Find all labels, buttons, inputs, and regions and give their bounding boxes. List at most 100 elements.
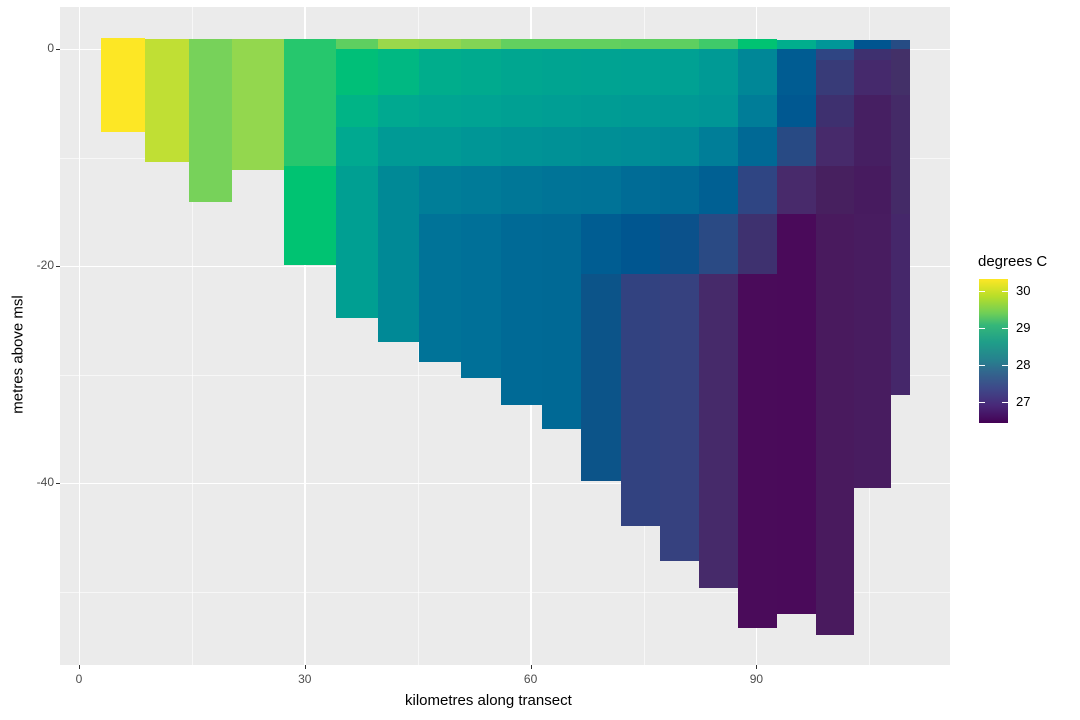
heatmap-cell — [891, 95, 910, 127]
heatmap-cell — [101, 60, 145, 95]
heatmap-cell — [419, 166, 461, 214]
heatmap-cell — [101, 95, 145, 127]
heatmap-cell — [232, 127, 284, 166]
x-tick-label: 90 — [749, 672, 764, 686]
heatmap-cell — [336, 127, 378, 166]
heatmap-cell — [581, 95, 621, 127]
y-axis-title: metres above msl — [9, 295, 27, 414]
heatmap-cell — [145, 95, 189, 127]
heatmap-cell — [621, 214, 660, 274]
minor-gridline-x — [191, 7, 193, 665]
legend-tick-mark — [979, 402, 985, 403]
heatmap-cell — [542, 214, 581, 274]
heatmap-cell — [660, 49, 699, 60]
x-tick-label: 30 — [298, 672, 312, 686]
heatmap-cell — [854, 49, 891, 60]
heatmap-cell — [284, 214, 336, 265]
heatmap-cell — [101, 49, 145, 60]
heatmap-cell — [542, 49, 581, 60]
heatmap-cell — [501, 95, 542, 127]
heatmap-cell — [419, 274, 461, 346]
heatmap-cell — [891, 60, 910, 95]
heatmap-cell — [336, 95, 378, 127]
heatmap-cell — [816, 60, 854, 95]
heatmap-cell — [854, 166, 891, 214]
heatmap-cell — [542, 60, 581, 95]
heatmap-cell — [891, 214, 910, 274]
heatmap-cell — [699, 39, 738, 49]
legend-title: degrees C — [978, 253, 1048, 270]
heatmap-cell — [816, 166, 854, 214]
heatmap-cell — [501, 214, 542, 274]
heatmap-cell — [699, 166, 738, 214]
heatmap-cell — [660, 39, 699, 49]
heatmap-cell — [461, 49, 501, 60]
heatmap-cell — [777, 40, 816, 49]
heatmap-cell — [699, 274, 738, 346]
heatmap-cell — [891, 166, 910, 214]
x-axis-title: kilometres along transect — [405, 692, 572, 709]
heatmap-cell — [738, 39, 777, 49]
heatmap-cell — [284, 60, 336, 95]
plot-panel — [60, 7, 950, 665]
legend-tick-label: 28 — [1016, 357, 1031, 372]
y-tick-mark — [56, 266, 60, 267]
heatmap-cell — [621, 127, 660, 166]
heatmap-cell — [542, 95, 581, 127]
heatmap-cell — [501, 274, 542, 346]
heatmap-cell — [621, 346, 660, 526]
heatmap-cell — [232, 39, 284, 49]
legend-tick-label: 27 — [1016, 394, 1031, 409]
heatmap-cell — [378, 274, 419, 342]
heatmap-cell — [378, 39, 419, 49]
heatmap-cell — [854, 274, 891, 346]
heatmap-cell — [336, 274, 378, 318]
heatmap-cell — [189, 39, 232, 49]
heatmap-cell — [189, 49, 232, 60]
heatmap-cell — [461, 214, 501, 274]
heatmap-cell — [419, 214, 461, 274]
heatmap-cell — [699, 127, 738, 166]
heatmap-cell — [145, 39, 189, 49]
heatmap-cell — [461, 166, 501, 214]
heatmap-cell — [621, 95, 660, 127]
heatmap-cell — [101, 38, 145, 49]
legend-tick-mark — [979, 291, 985, 292]
heatmap-cell — [660, 346, 699, 561]
major-gridline-x — [304, 7, 306, 665]
heatmap-cell — [854, 95, 891, 127]
legend-tick-mark — [1002, 291, 1008, 292]
x-tick-mark — [304, 665, 306, 669]
heatmap-cell — [232, 49, 284, 60]
heatmap-cell — [738, 60, 777, 95]
heatmap-cell — [777, 166, 816, 214]
heatmap-cell — [777, 49, 816, 60]
heatmap-cell — [419, 60, 461, 95]
heatmap-cell — [581, 127, 621, 166]
heatmap-cell — [101, 127, 145, 132]
heatmap-cell — [501, 39, 542, 49]
heatmap-cell — [145, 127, 189, 162]
heatmap-cell — [621, 39, 660, 49]
heatmap-cell — [581, 60, 621, 95]
heatmap-cell — [816, 127, 854, 166]
legend-colorbar — [979, 279, 1008, 423]
heatmap-cell — [501, 60, 542, 95]
heatmap-cell — [419, 49, 461, 60]
heatmap-cell — [660, 60, 699, 95]
heatmap-cell — [699, 95, 738, 127]
heatmap-cell — [189, 60, 232, 95]
heatmap-cell — [378, 214, 419, 274]
heatmap-cell — [232, 60, 284, 95]
heatmap-cell — [891, 127, 910, 166]
heatmap-cell — [378, 60, 419, 95]
heatmap-cell — [891, 40, 910, 49]
heatmap-cell — [284, 49, 336, 60]
heatmap-cell — [621, 166, 660, 214]
heatmap-cell — [699, 346, 738, 588]
heatmap-cell — [777, 214, 816, 274]
heatmap-cell — [419, 127, 461, 166]
heatmap-cell — [621, 274, 660, 346]
heatmap-cell — [284, 127, 336, 166]
heatmap-cell — [854, 60, 891, 95]
